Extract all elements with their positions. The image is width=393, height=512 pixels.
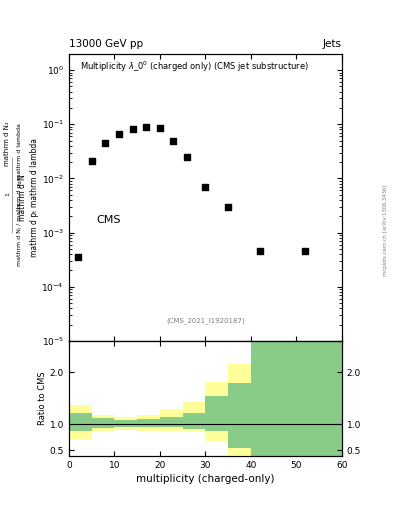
- Bar: [251, 341, 342, 456]
- Bar: [69, 404, 92, 439]
- Point: [143, 122, 149, 131]
- Point: [184, 153, 190, 161]
- Bar: [251, 341, 342, 456]
- Bar: [160, 417, 183, 427]
- Text: 13000 GeV pp: 13000 GeV pp: [69, 38, 143, 49]
- Point: [102, 139, 108, 147]
- Text: (CMS_2021_I1920187): (CMS_2021_I1920187): [166, 317, 245, 324]
- Bar: [69, 413, 92, 431]
- Point: [257, 247, 263, 255]
- Bar: [206, 396, 228, 431]
- Text: mathrm d N₂: mathrm d N₂: [4, 121, 10, 166]
- Point: [88, 157, 95, 165]
- Bar: [114, 417, 137, 430]
- Point: [157, 124, 163, 132]
- Bar: [228, 382, 251, 448]
- Y-axis label: mathrm d²N
mathrm d pₜ mathrm d lambda: mathrm d²N mathrm d pₜ mathrm d lambda: [18, 138, 39, 257]
- Bar: [183, 413, 206, 429]
- Y-axis label: Ratio to CMS: Ratio to CMS: [38, 371, 47, 425]
- Bar: [160, 409, 183, 431]
- Bar: [137, 419, 160, 427]
- Text: Multiplicity $\lambda\_0^0$ (charged only) (CMS jet substructure): Multiplicity $\lambda\_0^0$ (charged onl…: [80, 59, 309, 74]
- Bar: [228, 365, 251, 455]
- Point: [129, 125, 136, 134]
- Text: 1
――――――――――――
mathrm d Nⱼ / mathrm d pₜ mathrm d lambda: 1 ―――――――――――― mathrm d Nⱼ / mathrm d pₜ…: [5, 123, 22, 266]
- Bar: [137, 415, 160, 431]
- Text: CMS: CMS: [96, 215, 121, 225]
- Bar: [92, 418, 114, 428]
- Text: mcplots.cern.ch [arXiv:1306.3436]: mcplots.cern.ch [arXiv:1306.3436]: [383, 185, 388, 276]
- Point: [225, 203, 231, 211]
- Point: [302, 247, 309, 255]
- Point: [170, 136, 176, 144]
- Point: [116, 130, 122, 138]
- Bar: [183, 402, 206, 432]
- Bar: [114, 420, 137, 427]
- Point: [75, 253, 81, 261]
- Bar: [206, 381, 228, 441]
- Text: Jets: Jets: [323, 38, 342, 49]
- Bar: [92, 415, 114, 431]
- X-axis label: multiplicity (charged-only): multiplicity (charged-only): [136, 474, 275, 484]
- Point: [202, 183, 209, 191]
